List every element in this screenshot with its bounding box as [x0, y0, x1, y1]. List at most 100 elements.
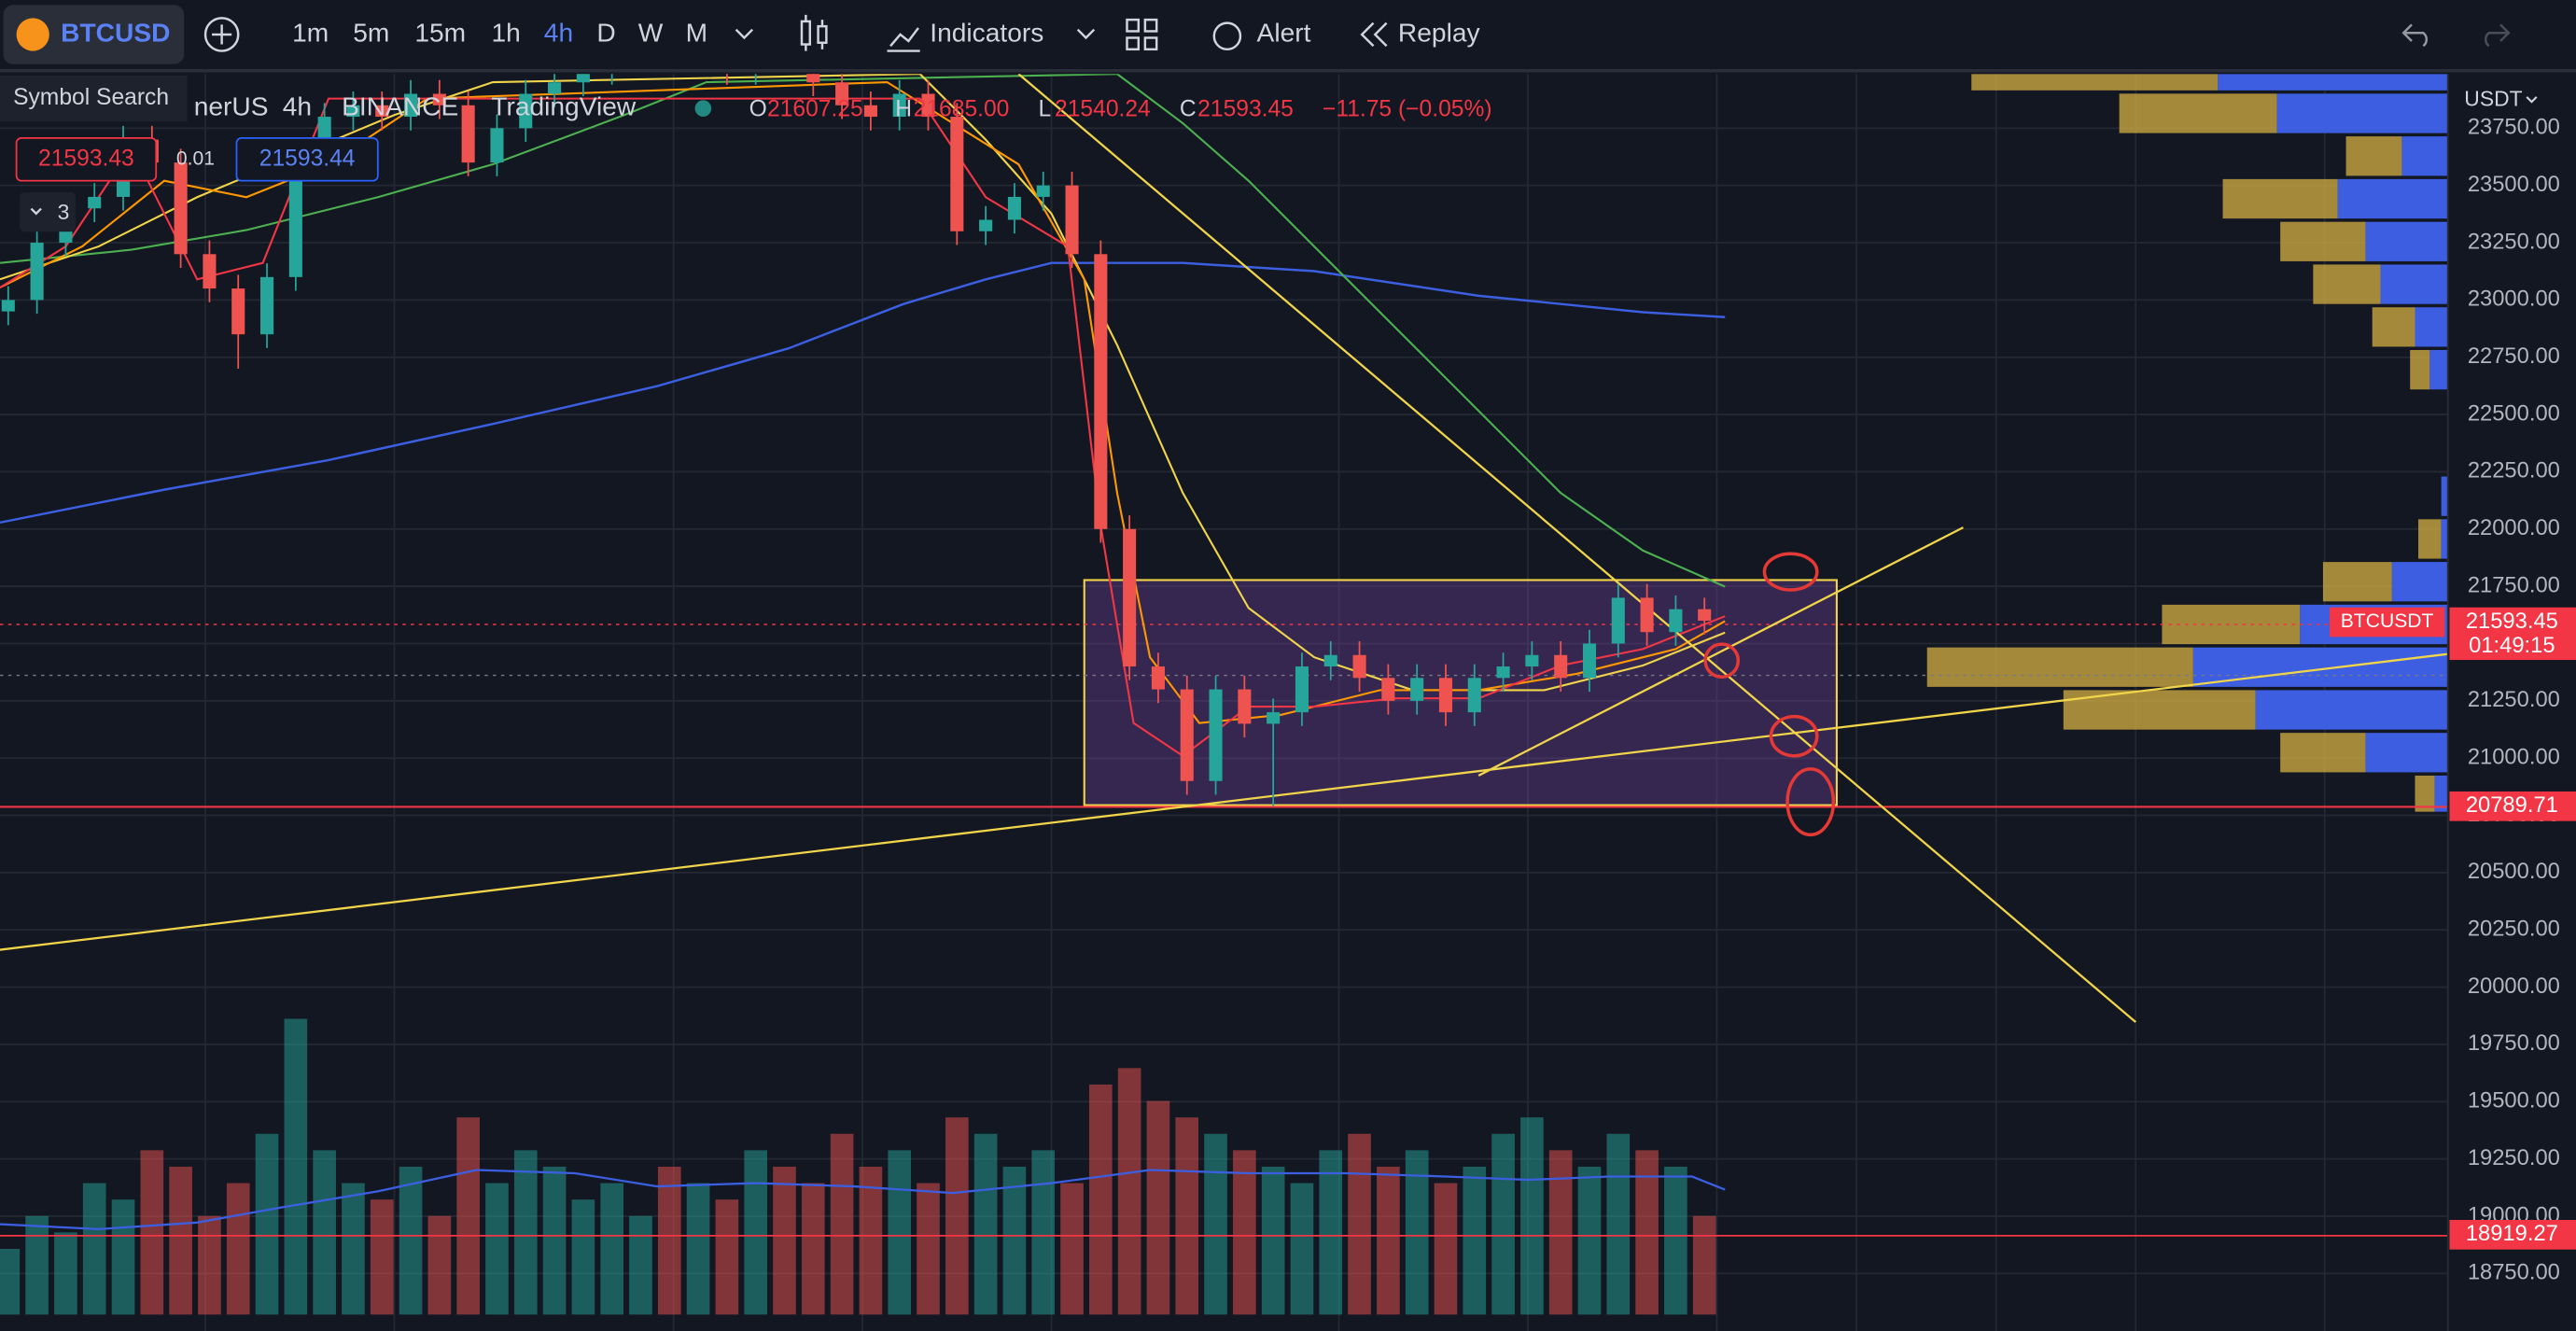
volume-ma: [0, 1169, 1726, 1230]
volume-bar: [54, 1232, 77, 1315]
volume-bar: [1405, 1150, 1429, 1315]
volume-bar: [427, 1215, 452, 1315]
volume-bar: [513, 1150, 538, 1315]
candle-body: [203, 254, 217, 289]
price-tick-label: 23750.00: [2468, 115, 2560, 140]
interval-dropdown[interactable]: [735, 28, 754, 40]
alert-button[interactable]: Alert: [1257, 18, 1311, 47]
candle-body: [863, 105, 877, 118]
volume-bar: [1319, 1150, 1343, 1315]
redo-button[interactable]: [2485, 23, 2511, 48]
sell-price[interactable]: 21593.43: [38, 146, 134, 171]
price-tag-label: 20789.71: [2466, 792, 2558, 818]
volume-bar: [1175, 1117, 1199, 1315]
layout-button[interactable]: [1126, 18, 1158, 51]
legend-h-key: H: [895, 96, 912, 121]
candle-body: [231, 288, 245, 335]
price-tick-label: 21000.00: [2468, 744, 2560, 769]
buy-box[interactable]: [235, 137, 379, 182]
interval-button[interactable]: 1m: [292, 18, 329, 47]
candle-body: [519, 93, 533, 129]
trend-line: [1017, 74, 2137, 1023]
currency-dropdown[interactable]: [2526, 96, 2538, 104]
compare-button[interactable]: [203, 17, 240, 52]
candle-body: [1295, 666, 1309, 713]
price-tick-label: 21250.00: [2468, 687, 2560, 712]
volume-bar: [1377, 1166, 1400, 1315]
bitcoin-icon: [16, 18, 49, 51]
volume-bar: [1290, 1183, 1314, 1315]
volume-bar: [1577, 1166, 1602, 1315]
price-tick-label: 22750.00: [2468, 343, 2560, 369]
symbol[interactable]: BTCUSD: [61, 18, 170, 47]
ma-green: [0, 74, 1726, 588]
volume-bar: [773, 1166, 796, 1315]
legend-name: nerUS: [194, 92, 269, 121]
interval-button[interactable]: 15m: [414, 18, 466, 47]
price-tick-label: 20500.00: [2468, 859, 2560, 884]
volume-bar: [600, 1183, 623, 1315]
symbol-button[interactable]: [3, 5, 185, 64]
volume-bar: [198, 1215, 221, 1315]
interval-button[interactable]: 4h: [544, 18, 573, 47]
legend-c-key: C: [1180, 96, 1197, 121]
indicators-dropdown[interactable]: [1076, 28, 1096, 40]
price-tag: [2449, 791, 2576, 821]
candle-body: [806, 74, 820, 83]
countdown: 01:49:15: [2469, 633, 2555, 658]
candle-body: [30, 243, 44, 301]
candle-body: [548, 82, 562, 94]
replay-button[interactable]: Replay: [1398, 18, 1481, 47]
indicators-button[interactable]: Indicators: [930, 18, 1043, 47]
volume-bar: [917, 1183, 940, 1315]
symbol-tag-label: BTCUSDT: [2341, 610, 2434, 632]
candle-body: [1669, 609, 1683, 633]
volume-bar: [485, 1183, 509, 1315]
symbol-tag: [2329, 607, 2445, 637]
volume-bar: [1233, 1150, 1256, 1315]
candle-body: [1640, 597, 1654, 633]
undo-button[interactable]: [2401, 23, 2428, 48]
candle-body: [1496, 666, 1510, 679]
volume-bar: [1491, 1133, 1515, 1315]
volume-bar: [1635, 1150, 1659, 1315]
interval-button[interactable]: 5m: [353, 18, 389, 47]
candle-body: [1209, 689, 1223, 781]
annotations: [1703, 552, 1836, 837]
candle-body: [1467, 678, 1481, 713]
collapse-button[interactable]: [20, 191, 76, 232]
interval-button[interactable]: 1h: [491, 18, 520, 47]
candle-body: [461, 105, 475, 163]
legend-high: 21685.00: [914, 96, 1010, 121]
candle-body: [88, 196, 102, 209]
interval-button[interactable]: D: [596, 18, 615, 47]
currency[interactable]: USDT: [2464, 86, 2522, 110]
candle-body: [1123, 528, 1137, 667]
price-tick-label: 23000.00: [2468, 287, 2560, 312]
candle-body: [1582, 643, 1597, 679]
candle-body: [1611, 597, 1625, 644]
price-tick-label: 22000.00: [2468, 515, 2560, 540]
buy-price[interactable]: 21593.44: [259, 146, 356, 171]
candle-body: [1323, 654, 1337, 667]
candle-body: [490, 128, 504, 163]
tooltip: Symbol Search: [13, 85, 169, 110]
sell-box[interactable]: [15, 137, 158, 182]
trend-line: [0, 652, 2448, 951]
volume-bar: [686, 1183, 710, 1315]
volume-bar: [1031, 1150, 1056, 1315]
interval-button[interactable]: M: [686, 18, 707, 47]
candle-body: [1381, 678, 1395, 701]
candle-body: [921, 93, 935, 118]
price-tag: [2449, 607, 2576, 661]
candle-body: [576, 74, 590, 83]
interval-button[interactable]: W: [638, 18, 664, 47]
volume-bar: [0, 1248, 21, 1315]
candle-body: [1698, 609, 1712, 621]
candle-body: [259, 276, 274, 335]
chart-type-button[interactable]: [800, 14, 828, 51]
candle-body: [1554, 654, 1568, 679]
tooltip-box: [0, 75, 188, 122]
candle-body: [835, 82, 849, 105]
